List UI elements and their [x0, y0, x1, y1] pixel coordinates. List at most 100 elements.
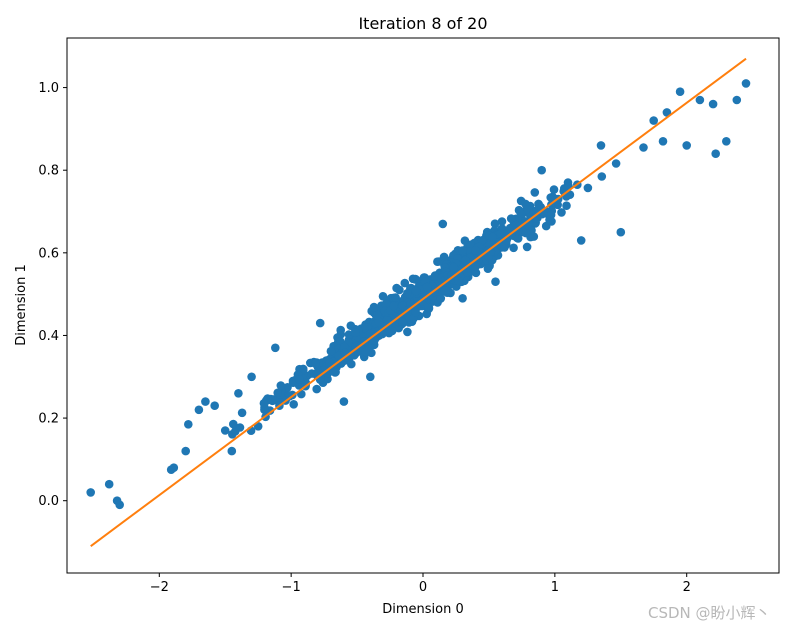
scatter-point — [166, 465, 176, 475]
scatter-point — [194, 405, 204, 415]
scatter-point — [458, 246, 467, 255]
scatter-point — [611, 159, 621, 168]
scatter-point — [351, 328, 361, 337]
scatter-point — [271, 343, 280, 353]
scatter-point — [387, 326, 397, 336]
scatter-point — [506, 214, 516, 223]
scatter-point — [616, 227, 626, 237]
scatter-point — [732, 95, 742, 105]
x-tick-label: 2 — [683, 580, 691, 595]
scatter-point — [583, 183, 593, 193]
scatter-point — [312, 384, 322, 394]
scatter-point — [289, 400, 299, 409]
scatter-point — [461, 255, 470, 265]
fit-line-layer — [90, 57, 747, 547]
scatter-point — [259, 399, 269, 408]
scatter-point — [524, 218, 533, 228]
scatter-point — [86, 488, 95, 497]
scatter-point — [711, 149, 720, 158]
scatter-point — [488, 232, 497, 242]
scatter-point — [471, 246, 480, 255]
scatter-point — [229, 419, 238, 429]
scatter-point — [447, 271, 456, 281]
x-tick-label: −1 — [282, 580, 301, 595]
scatter-point — [682, 141, 691, 150]
scatter-point — [378, 292, 388, 301]
scatter-point — [471, 262, 480, 271]
watermark: CSDN @盼小辉丶 — [648, 604, 771, 622]
scatter-point — [391, 293, 400, 302]
scatter-point — [276, 381, 286, 390]
scatter-point — [530, 188, 540, 197]
scatter-point — [458, 294, 467, 303]
scatter-point — [315, 373, 325, 383]
scatter-point — [397, 317, 407, 326]
scatter-point — [336, 325, 346, 335]
scatter-point — [596, 141, 606, 150]
scatter-point — [369, 302, 379, 312]
scatter-point — [325, 358, 335, 368]
scatter-point — [201, 397, 210, 406]
scatter-point — [330, 368, 340, 377]
scatter-point — [403, 327, 412, 337]
scatter-point — [491, 277, 500, 287]
scatter-point — [483, 264, 493, 274]
scatter-point — [411, 308, 421, 317]
y-tick-label: 0.8 — [38, 164, 59, 179]
scatter-point — [210, 401, 219, 411]
scatter-point — [315, 318, 325, 328]
scatter-point — [597, 172, 607, 181]
scatter-point — [260, 405, 269, 415]
scatter-point — [381, 299, 391, 309]
scatter-point — [235, 423, 245, 432]
x-tick-label: −2 — [150, 580, 169, 595]
y-tick-label: 0.6 — [38, 246, 59, 261]
scatter-point — [490, 219, 500, 228]
scatter-point — [422, 282, 432, 292]
scatter-point — [562, 201, 571, 210]
scatter-point — [557, 208, 566, 217]
scatter-point — [509, 243, 518, 253]
x-tick-label: 1 — [551, 580, 559, 595]
scatter-point — [548, 192, 557, 202]
scatter-point — [741, 79, 751, 88]
scatter-point — [237, 408, 247, 418]
y-axis-label: Dimension 1 — [14, 264, 29, 346]
scatter-point — [454, 276, 463, 286]
y-tick-label: 0.2 — [38, 412, 59, 427]
scatter-point — [403, 289, 412, 298]
scatter-point — [439, 252, 449, 262]
scatter-point — [366, 372, 375, 382]
scatter-point — [184, 420, 193, 429]
scatter-point — [462, 268, 472, 277]
scatter-point — [522, 242, 532, 252]
scatter-point — [576, 236, 586, 245]
scatter-point — [662, 108, 672, 117]
scatter-point — [115, 500, 124, 510]
scatter-point — [351, 342, 360, 352]
scatter-point — [496, 229, 506, 238]
scatter-point — [560, 184, 569, 193]
scatter-point — [247, 372, 256, 382]
fit-line — [90, 57, 747, 547]
scatter-point — [374, 317, 384, 327]
scatter-point — [361, 347, 371, 357]
scatter-point — [497, 217, 507, 226]
x-axis-label: Dimension 0 — [382, 602, 464, 617]
scatter-point — [658, 137, 668, 146]
scatter-point — [424, 302, 434, 312]
chart-title: Iteration 8 of 20 — [358, 14, 487, 33]
scatter-point — [639, 143, 648, 152]
scatter-point — [438, 219, 448, 229]
scatter-point — [411, 286, 421, 296]
scatter-point — [382, 316, 392, 325]
scatter-point — [339, 397, 349, 406]
scatter-point — [104, 479, 114, 489]
scatter-point — [220, 426, 230, 435]
scatter-point — [675, 87, 685, 96]
scatter-point — [708, 99, 718, 109]
y-axis-ticks: 0.0 0.2 0.4 0.6 0.8 1.0 — [38, 81, 67, 509]
y-tick-label: 0.0 — [38, 494, 59, 509]
scatter-point — [440, 286, 450, 295]
